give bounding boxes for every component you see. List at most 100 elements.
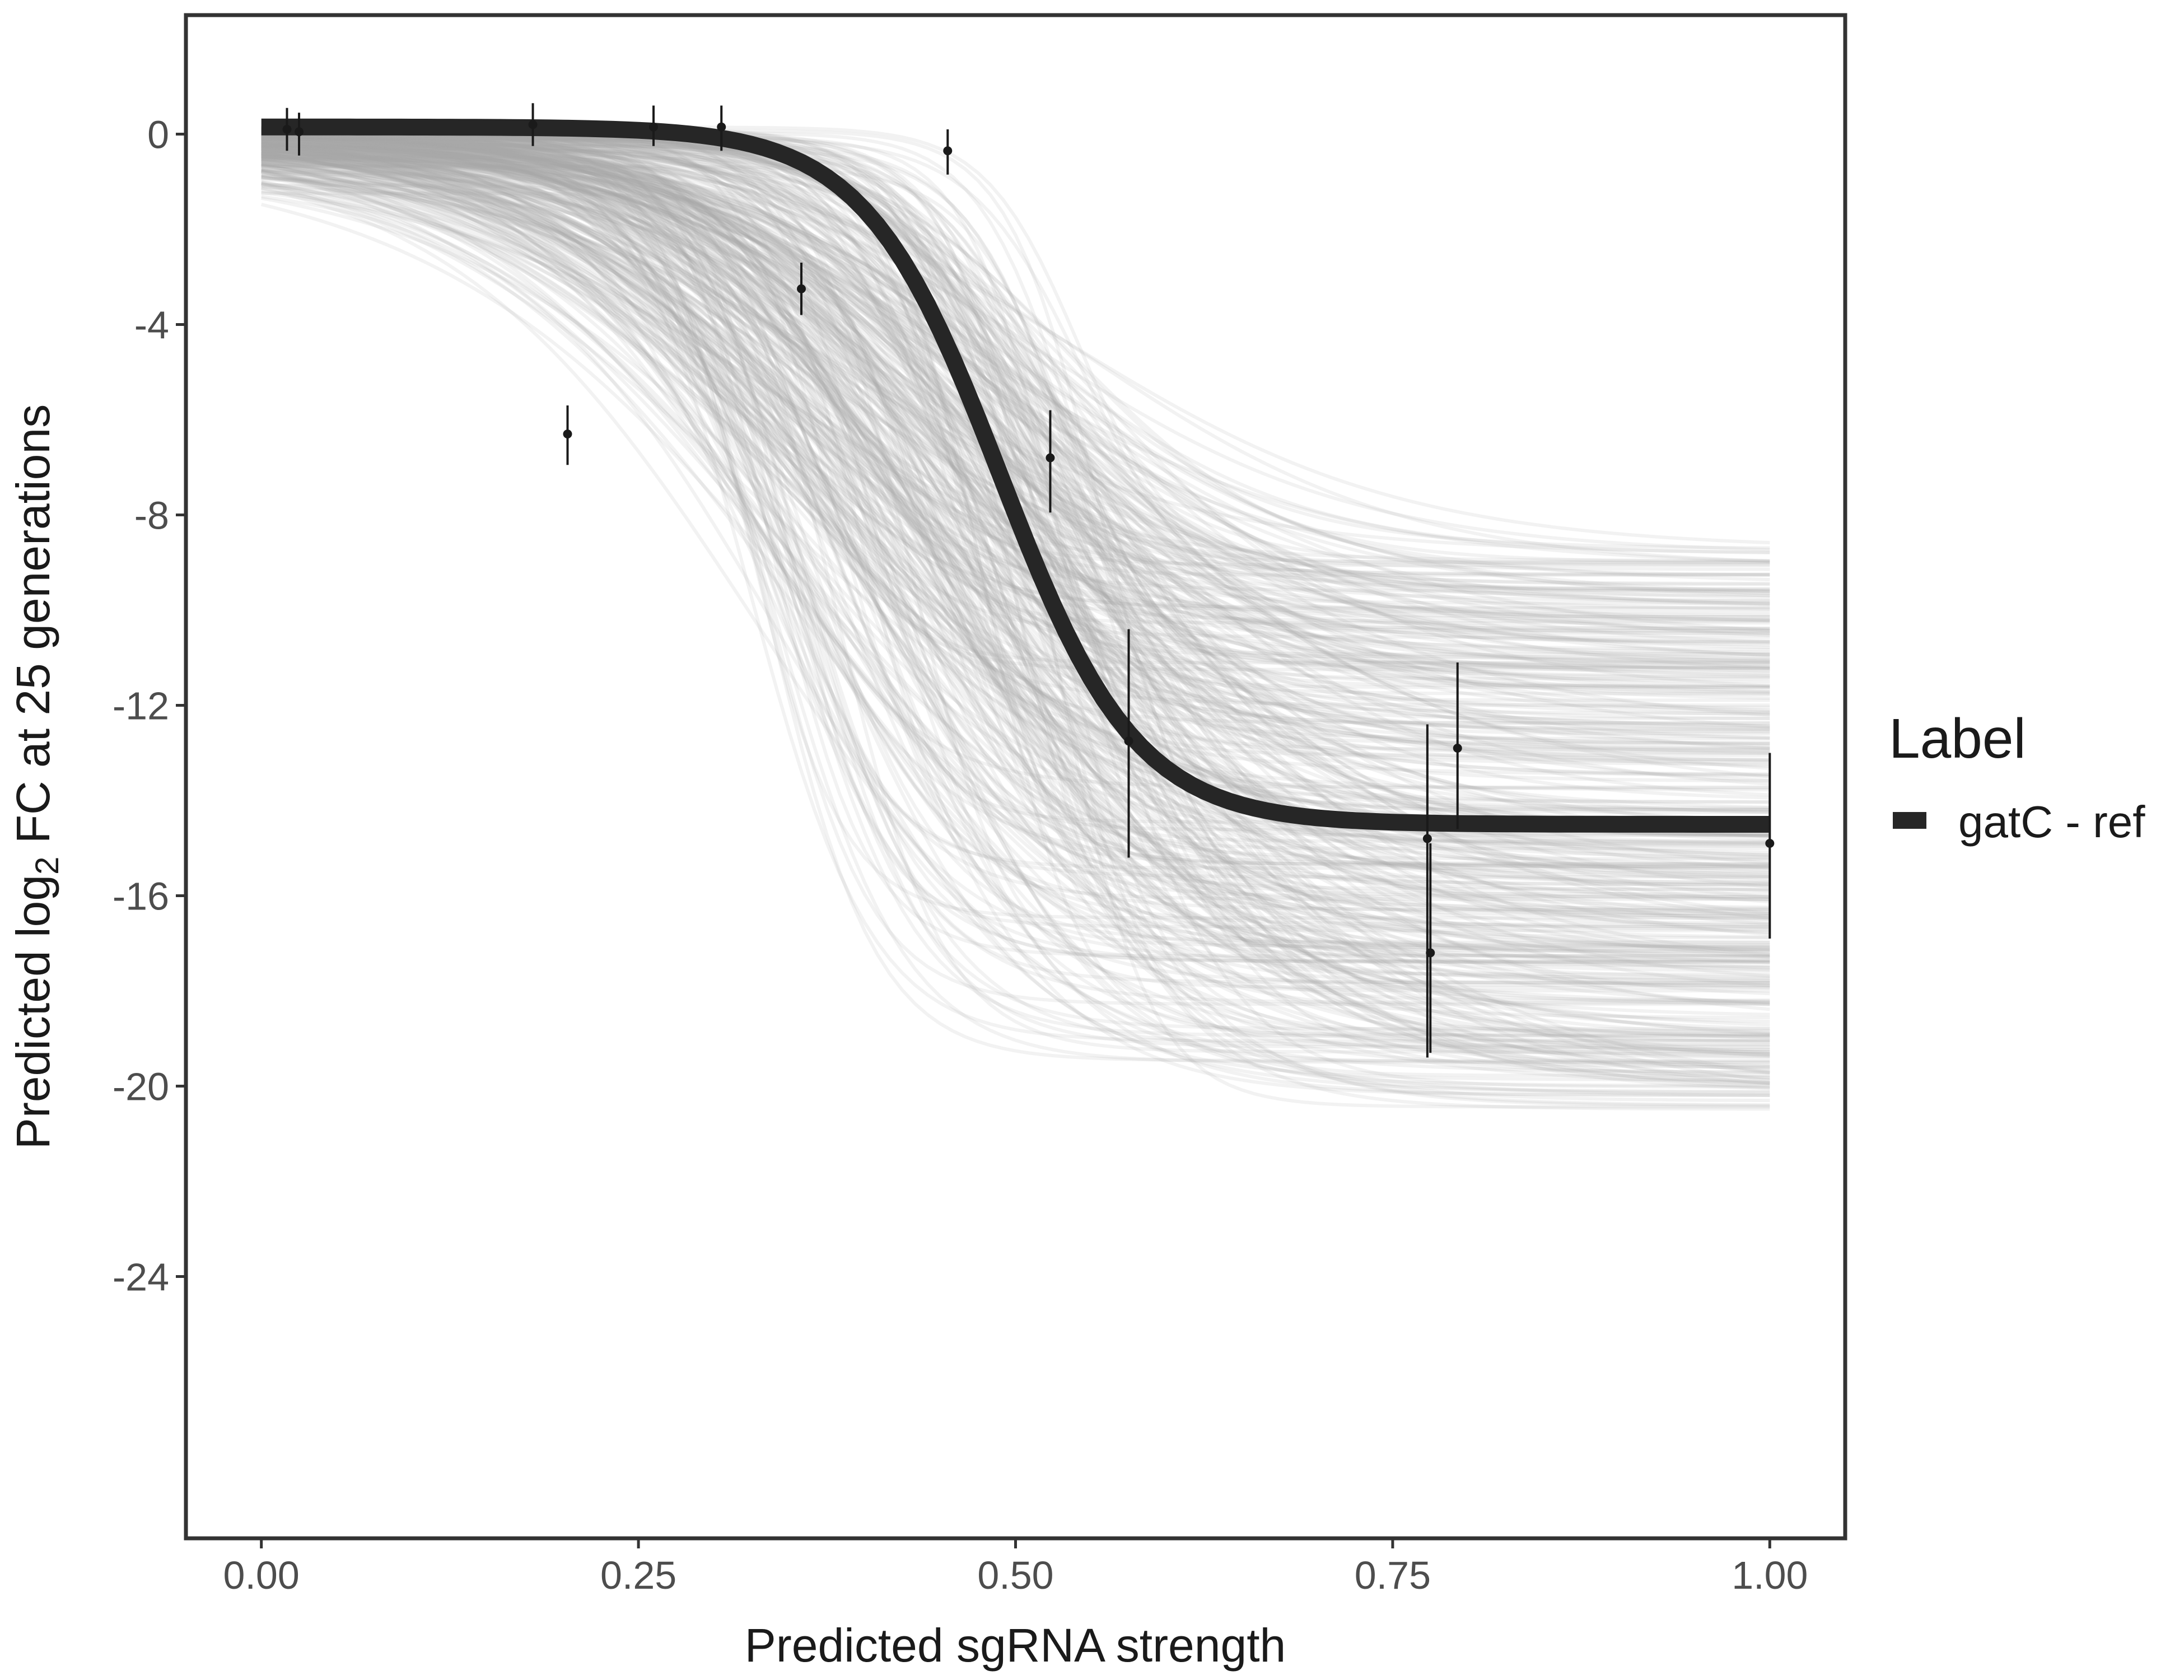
posterior-draw-line xyxy=(261,135,1770,635)
posterior-draw-line xyxy=(261,128,1770,750)
posterior-draw-line xyxy=(261,165,1770,950)
fit-curve-layer xyxy=(261,118,1770,833)
posterior-draw-line xyxy=(261,184,1770,670)
posterior-draw-line xyxy=(261,139,1770,980)
posterior-draw-line xyxy=(261,168,1770,593)
y-tick-label: -20 xyxy=(113,1065,169,1109)
posterior-draw-line xyxy=(261,137,1770,647)
posterior-draw-line xyxy=(260,203,1770,1085)
posterior-draw-line xyxy=(261,129,1770,944)
posterior-draw-line xyxy=(261,140,1770,632)
posterior-draw-line xyxy=(261,147,1770,956)
posterior-draw-line xyxy=(261,143,1770,964)
posterior-draw-line xyxy=(261,148,1770,916)
posterior-draw-line xyxy=(261,128,1770,996)
posterior-draw-line xyxy=(261,136,1770,993)
posterior-draw-line xyxy=(261,137,1770,778)
posterior-draw-line xyxy=(261,163,1770,893)
posterior-draw-line xyxy=(261,148,1770,673)
posterior-draw-line xyxy=(261,138,1770,740)
posterior-draw-line xyxy=(261,138,1770,857)
posterior-draw-line xyxy=(261,147,1770,1006)
posterior-draw-line xyxy=(261,145,1770,1074)
posterior-draw-line xyxy=(261,155,1770,778)
posterior-draw-line xyxy=(261,134,1770,609)
posterior-draw-line xyxy=(261,127,1770,1094)
x-axis: 0.00 0.25 0.50 0.75 1.00 xyxy=(223,1538,1808,1597)
posterior-draw-line xyxy=(261,161,1770,972)
posterior-draw-line xyxy=(261,128,1770,866)
posterior-draw-line xyxy=(261,132,1770,1103)
y-tick-label: 0 xyxy=(147,113,169,157)
posterior-draw-line xyxy=(261,140,1770,1020)
posterior-draw-line xyxy=(261,131,1770,879)
posterior-draw-line xyxy=(261,134,1770,564)
posterior-draw-line xyxy=(261,169,1770,731)
posterior-draw-line xyxy=(261,135,1770,751)
posterior-draw-line xyxy=(261,137,1770,1002)
posterior-draw-line xyxy=(261,152,1770,776)
posterior-draw-line xyxy=(261,137,1770,700)
posterior-draw-line xyxy=(261,128,1770,929)
posterior-draw-line xyxy=(261,132,1770,925)
posterior-draw-line xyxy=(261,139,1770,594)
posterior-draw-line xyxy=(261,148,1770,1004)
posterior-draw-line xyxy=(261,129,1770,944)
legend-label-gatc-ref: gatC - ref xyxy=(1958,797,2145,847)
posterior-draw-line xyxy=(261,145,1770,716)
posterior-draw-line xyxy=(261,152,1770,637)
posterior-draw-line xyxy=(261,170,1770,857)
posterior-draw-line xyxy=(261,152,1770,636)
posterior-draw-line xyxy=(261,160,1770,695)
posterior-draw-line xyxy=(261,133,1770,920)
posterior-draw-line xyxy=(261,165,1770,665)
posterior-draw-line xyxy=(261,138,1770,693)
data-point xyxy=(1453,744,1462,753)
posterior-draw-line xyxy=(261,139,1770,987)
data-point xyxy=(295,127,304,137)
posterior-draw-line xyxy=(261,136,1770,879)
posterior-draw-line xyxy=(261,151,1770,732)
posterior-draw-line xyxy=(261,168,1770,600)
posterior-draw-line xyxy=(261,148,1770,670)
posterior-draw-line xyxy=(261,183,1770,898)
posterior-draw-line xyxy=(261,176,1770,918)
posterior-draw-line xyxy=(261,162,1770,904)
posterior-draw-line xyxy=(261,134,1770,1054)
x-tick-label: 0.00 xyxy=(223,1553,300,1597)
posterior-draw-line xyxy=(261,147,1770,846)
y-axis-title-prefix: Predicted log xyxy=(7,875,59,1149)
posterior-draw-line xyxy=(261,139,1770,1051)
posterior-draw-line xyxy=(261,134,1770,1086)
posterior-draw-line xyxy=(261,181,1770,939)
posterior-draw-line xyxy=(261,162,1770,745)
posterior-draw-line xyxy=(261,181,1770,1070)
posterior-draw-line xyxy=(261,155,1770,679)
posterior-draw-line xyxy=(261,146,1770,766)
posterior-draw-line xyxy=(261,129,1770,659)
posterior-draw-line xyxy=(261,134,1770,978)
posterior-draw-line xyxy=(261,175,1770,1085)
posterior-draw-line xyxy=(261,130,1770,1005)
posterior-draw-line xyxy=(261,162,1770,970)
posterior-draw-line xyxy=(261,128,1770,865)
posterior-draw-line xyxy=(261,139,1770,581)
posterior-draw-line xyxy=(261,157,1770,861)
posterior-draw-line xyxy=(261,137,1770,985)
y-tick-label: -8 xyxy=(134,494,169,538)
posterior-draw-line xyxy=(261,142,1770,834)
posterior-draw-line xyxy=(261,137,1770,689)
posterior-draw-line xyxy=(261,129,1770,650)
legend-key-gatc-ref xyxy=(1893,812,1926,829)
posterior-draw-line xyxy=(261,150,1770,713)
posterior-draw-line xyxy=(261,133,1770,586)
posterior-draw-line xyxy=(261,143,1770,564)
y-tick-label: -4 xyxy=(134,304,169,347)
posterior-draw-line xyxy=(261,155,1770,800)
posterior-draw-line xyxy=(261,142,1770,916)
posterior-draw-line xyxy=(261,142,1770,973)
posterior-draw-line xyxy=(261,143,1770,860)
posterior-draw-line xyxy=(261,137,1770,911)
posterior-draw-line xyxy=(261,141,1770,1094)
